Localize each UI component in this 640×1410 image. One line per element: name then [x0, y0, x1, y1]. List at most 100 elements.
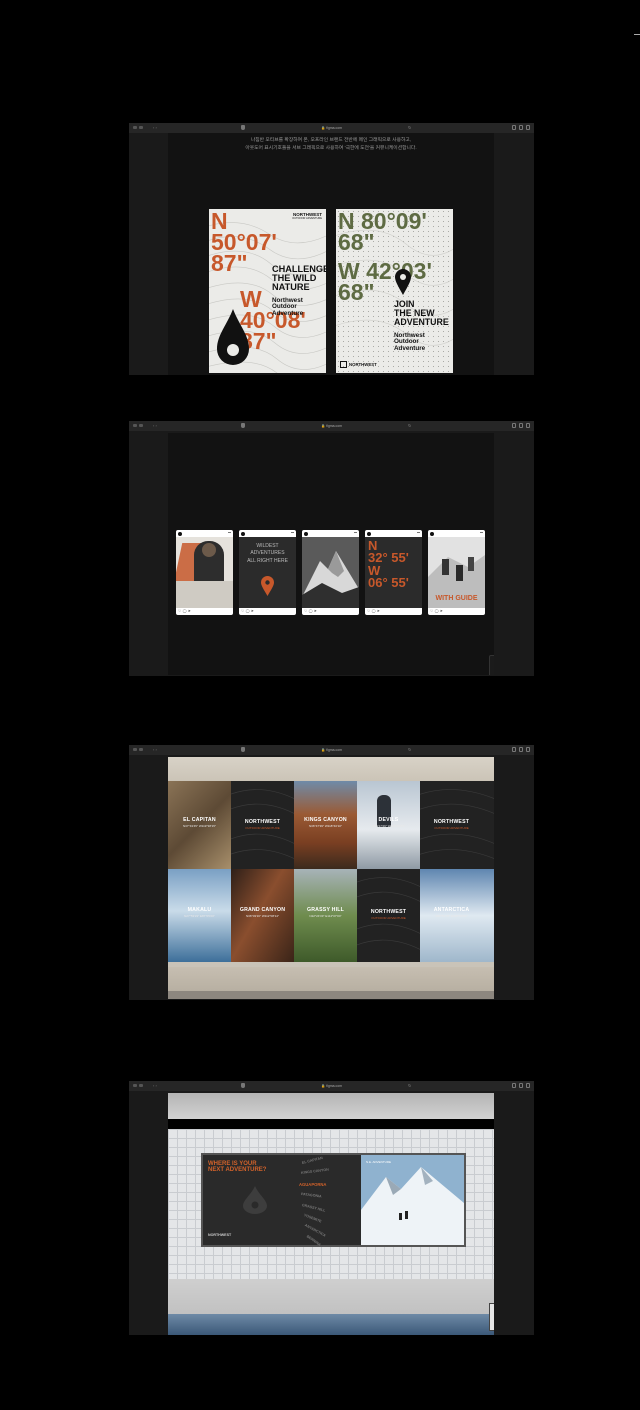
- poster-sub: OUTDOOR ADVENTURE: [245, 826, 280, 830]
- url-text: figma.com: [326, 126, 342, 130]
- wall-poster: NORTHWEST OUTDOOR ADVENTURE: [420, 781, 494, 869]
- post-actions-icons[interactable]: ♡ ◯ ➤: [304, 609, 318, 613]
- address-bar[interactable]: 🔒 figma.com: [321, 424, 342, 428]
- map-pin-icon: [261, 576, 274, 596]
- poster-coords: N45°17'29" W109°43'59": [371, 824, 406, 828]
- back-forward-icons[interactable]: ‹ ›: [153, 747, 157, 752]
- post-label: WITH GUIDE: [435, 595, 478, 602]
- avatar: [178, 531, 182, 536]
- poster-title: NORTHWEST: [370, 909, 407, 915]
- next-image-edge: [168, 1314, 494, 1335]
- poster-challenge: N 50°07' 87" W 40°08' 87" NORTHWEST OUTD…: [209, 209, 326, 373]
- reload-icon[interactable]: ↻: [408, 747, 412, 752]
- address-bar[interactable]: 🔒 figma.com: [321, 126, 342, 130]
- poster-title: NORTHWEST: [433, 819, 470, 825]
- wall-poster: KINGS CANYON N36°47'39" W118°40'10": [294, 781, 357, 869]
- tabs-icon[interactable]: [526, 1083, 530, 1088]
- more-icon[interactable]: [291, 532, 294, 533]
- north-coordinate: N 50°07' 87": [211, 209, 277, 277]
- mountain-photo: [302, 537, 359, 608]
- back-forward-icons[interactable]: ‹ ›: [153, 125, 157, 130]
- poster-title: GRAND CANYON: [239, 907, 286, 913]
- new-tab-icon[interactable]: [519, 423, 523, 428]
- description-line-2: 아웃도어 표시기호들을 서브 그래픽으로 사용하여 '극한에 도전'을 커뮤니케…: [245, 146, 417, 151]
- page-content: ♡ ◯ ➤ WILDEST ADVENTURES ALL RIGHT HERE …: [168, 433, 494, 675]
- share-icon[interactable]: [512, 125, 516, 130]
- post-image: WILDEST ADVENTURES ALL RIGHT HERE: [239, 537, 296, 608]
- address-bar[interactable]: 🔒 figma.com: [321, 748, 342, 752]
- back-forward-icons[interactable]: ‹ ›: [153, 423, 157, 428]
- social-post[interactable]: ♡ ◯ ➤: [302, 530, 359, 615]
- new-tab-icon[interactable]: [519, 1083, 523, 1088]
- wall-poster: NORTHWEST OUTDOOR ADVENTURE: [231, 781, 294, 869]
- toolbar-actions: [512, 423, 530, 428]
- url-text: figma.com: [326, 1084, 342, 1088]
- more-icon[interactable]: [480, 532, 483, 533]
- shield-icon[interactable]: [241, 125, 245, 130]
- reload-icon[interactable]: ↻: [408, 1083, 412, 1088]
- more-icon[interactable]: [354, 532, 357, 533]
- brand-sub: OUTDOOR ADVENTURE: [292, 216, 322, 220]
- share-icon[interactable]: [512, 423, 516, 428]
- shield-icon[interactable]: [241, 747, 245, 752]
- back-forward-icons[interactable]: ‹ ›: [153, 1083, 157, 1088]
- sidewalk: [168, 967, 494, 999]
- post-header: [428, 530, 485, 537]
- brand-name: NORTHWEST: [293, 212, 322, 217]
- share-icon[interactable]: [512, 1083, 516, 1088]
- floating-preview-thumbnail[interactable]: [489, 1303, 494, 1331]
- brand-logo-icon: [340, 361, 347, 368]
- shield-icon[interactable]: [241, 1083, 245, 1088]
- wall-poster: GRASSY HILL N22°24'33" E114°07'04": [294, 869, 357, 962]
- reload-icon[interactable]: ↻: [408, 423, 412, 428]
- post-actions-icons[interactable]: ♡ ◯ ➤: [430, 609, 444, 613]
- sidebar-toggle-icon[interactable]: [133, 1084, 147, 1088]
- wall-poster: EL CAPITAN N37°43'45" W119°38'15": [168, 781, 231, 869]
- floating-preview-thumbnail[interactable]: [489, 655, 494, 675]
- poster-sub: OUTDOOR ADVENTURE: [371, 916, 406, 920]
- topo-pattern: [420, 789, 494, 859]
- topo-pattern: [209, 222, 326, 373]
- social-post[interactable]: ♡ ◯ ➤: [176, 530, 233, 615]
- more-icon[interactable]: [417, 532, 420, 533]
- share-icon[interactable]: [512, 747, 516, 752]
- poster-headline: CHALLENGE THE WILD NATURE: [272, 264, 326, 293]
- social-post[interactable]: N 32° 55' W 06° 55' ♡ ◯ ➤: [365, 530, 422, 615]
- address-bar[interactable]: 🔒 figma.com: [321, 1084, 342, 1088]
- page-content: 나침반 모티브를 확장하여 온, 오프라인 브랜드 전반에 메인 그래픽으로 사…: [168, 133, 494, 375]
- poster-sub: OUTDOOR ADVENTURE: [434, 826, 469, 830]
- destination-item: BERNINA: [305, 1234, 322, 1247]
- social-post[interactable]: WILDEST ADVENTURES ALL RIGHT HERE ♡ ◯ ➤: [239, 530, 296, 615]
- reload-icon[interactable]: ↻: [408, 125, 412, 130]
- post-actions-icons[interactable]: ♡ ◯ ➤: [241, 609, 255, 613]
- social-post[interactable]: WITH GUIDE ♡ ◯ ➤: [428, 530, 485, 615]
- more-icon[interactable]: [228, 532, 231, 533]
- destination-item: EL CAPITAN: [301, 1155, 324, 1165]
- location-drop-icon: [217, 309, 249, 365]
- post-header: [176, 530, 233, 537]
- destination-item: PATAGONIA: [300, 1192, 322, 1199]
- new-tab-icon[interactable]: [519, 125, 523, 130]
- topo-pattern: [231, 789, 294, 860]
- post-actions-icons[interactable]: ♡ ◯ ➤: [178, 609, 192, 613]
- browser-toolbar: ‹ › 🔒 figma.com ↻: [129, 421, 534, 431]
- post-actions-icons[interactable]: ♡ ◯ ➤: [367, 609, 381, 613]
- poster-headline: JOIN THE NEW ADVENTURE: [394, 299, 449, 327]
- post-header: [365, 530, 422, 537]
- sidebar-toggle-icon[interactable]: [133, 748, 147, 752]
- tabs-icon[interactable]: [526, 125, 530, 130]
- sidebar-toggle-icon[interactable]: [133, 126, 147, 130]
- toolbar-actions: [512, 747, 530, 752]
- tabs-icon[interactable]: [526, 423, 530, 428]
- post-header: [302, 530, 359, 537]
- billboard-photo: N.E. ADVENTURE: [361, 1155, 464, 1245]
- shield-icon[interactable]: [241, 423, 245, 428]
- avatar: [241, 531, 245, 536]
- new-tab-icon[interactable]: [519, 747, 523, 752]
- avatar: [430, 531, 434, 536]
- post-text: WILDEST ADVENTURES ALL RIGHT HERE: [247, 543, 288, 564]
- sidebar-toggle-icon[interactable]: [133, 424, 147, 428]
- tabs-icon[interactable]: [526, 747, 530, 752]
- compass-drop-icon: [243, 1186, 267, 1214]
- poster-coords: S82°51'45" E135°00'00": [435, 914, 468, 918]
